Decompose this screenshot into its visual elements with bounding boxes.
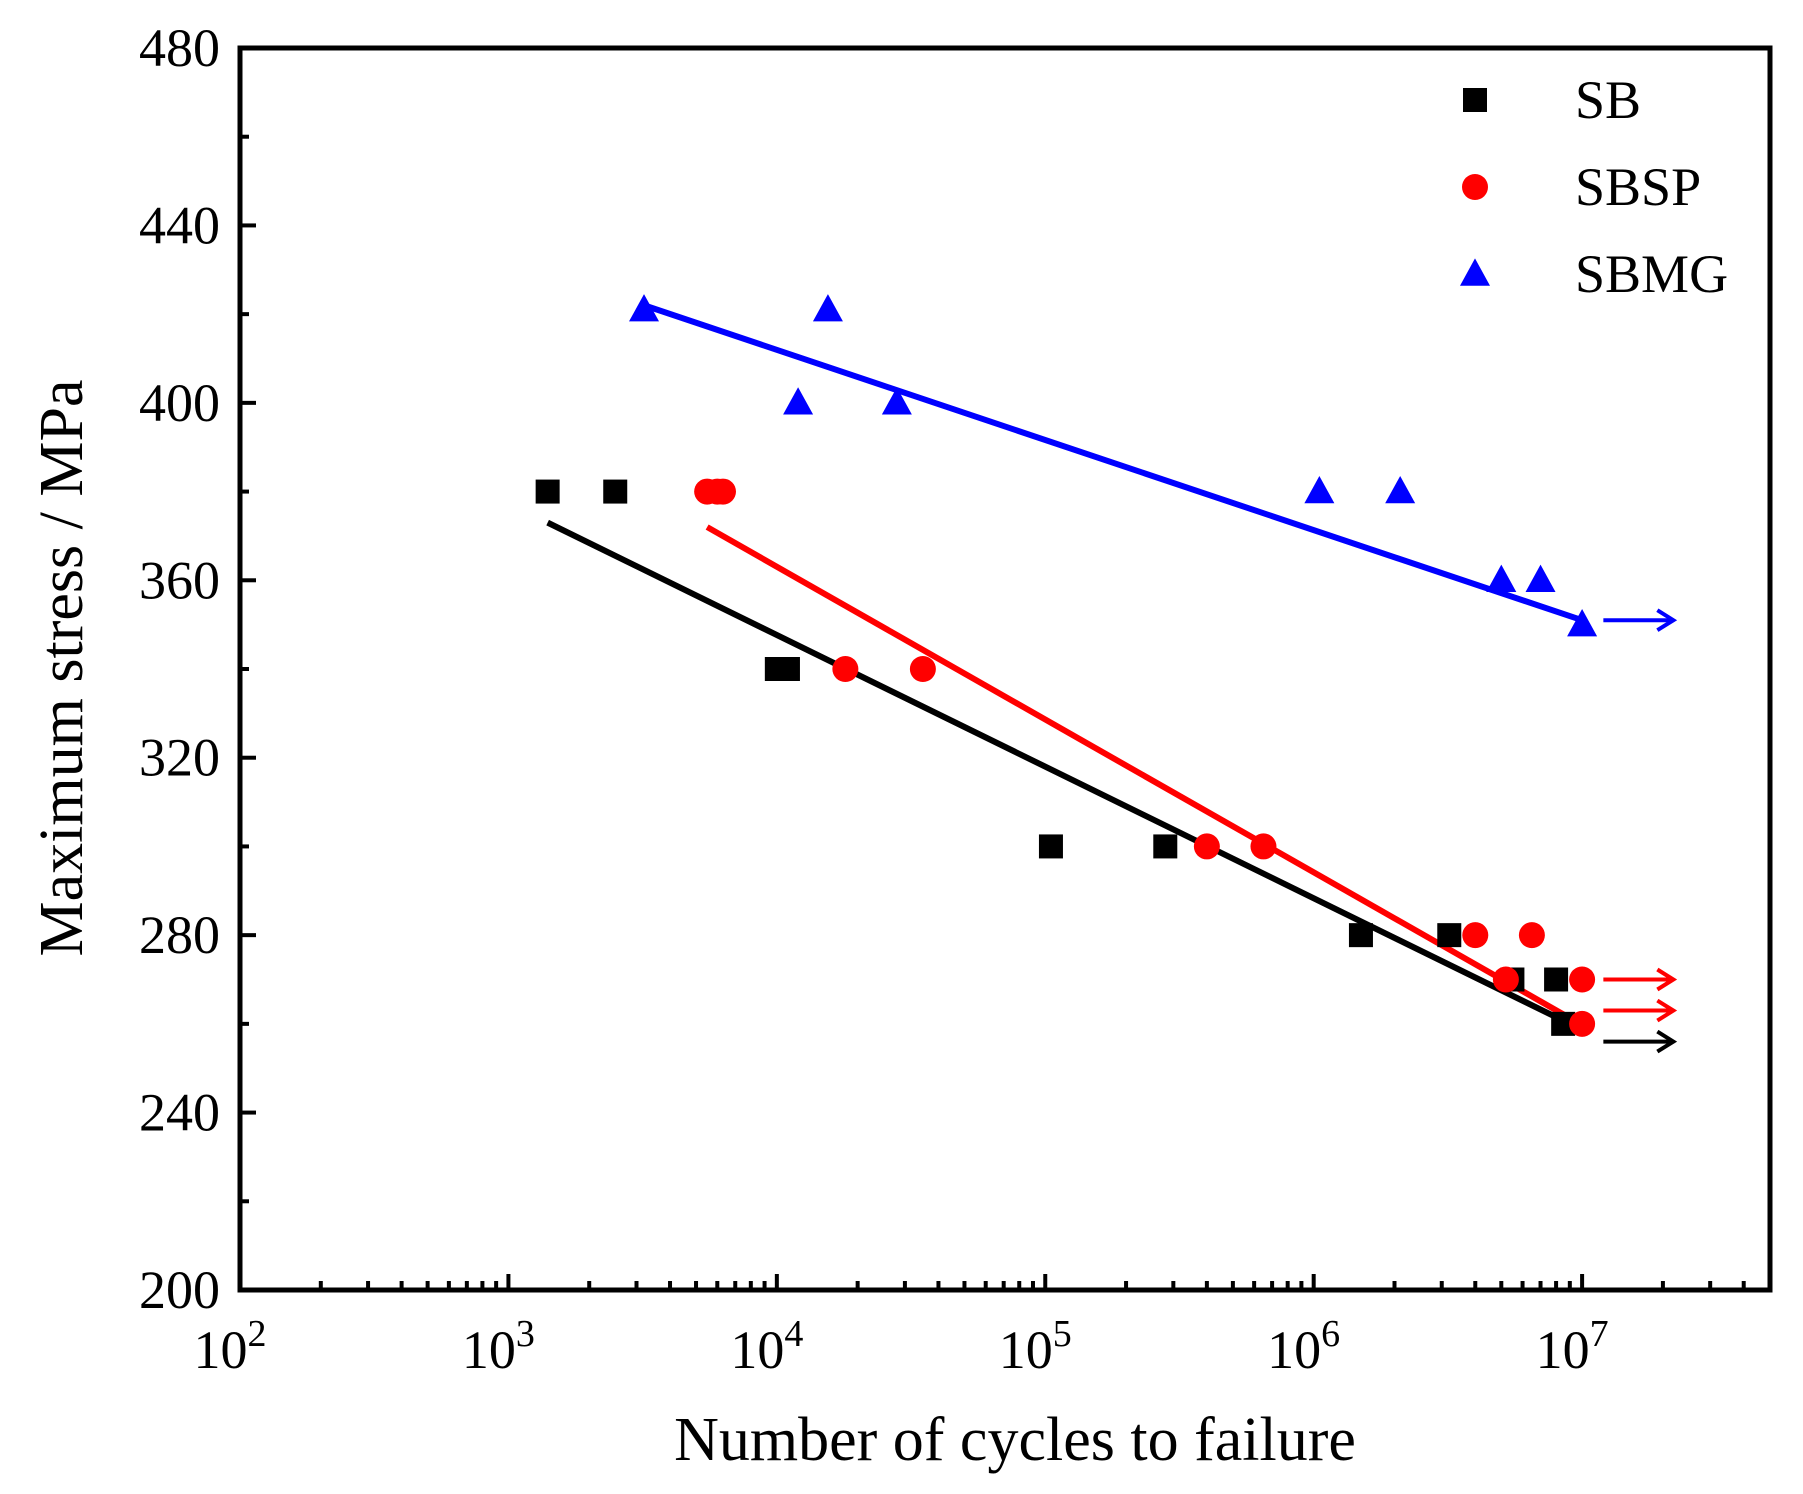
data-point-sbsp (1518, 922, 1545, 949)
x-tick-label: 106 (1267, 1313, 1340, 1380)
x-tick-label: 102 (194, 1313, 267, 1380)
y-tick-label: 480 (139, 18, 220, 78)
data-point-sb (1437, 923, 1462, 948)
y-tick-label: 200 (139, 1260, 220, 1320)
data-point-sbmg (1304, 475, 1335, 504)
data-point-sb (535, 479, 560, 504)
y-axis-title: Maximum stress / MPa (28, 380, 96, 957)
arrow-head (1656, 998, 1678, 1023)
y-tick-label: 280 (139, 905, 220, 965)
data-point-sbsp (832, 656, 859, 682)
data-point-sbmg (1385, 475, 1416, 504)
x-tick-label: 107 (1536, 1313, 1609, 1380)
x-tick-label: 105 (999, 1313, 1072, 1380)
data-point-sb (1038, 834, 1063, 859)
runout-arrow-sbsp (1603, 967, 1678, 992)
legend-label-sbmg: SBMG (1575, 244, 1728, 304)
legend-label-sb: SB (1575, 70, 1641, 130)
y-tick-label: 360 (139, 550, 220, 610)
data-point-sb (1544, 967, 1569, 992)
legend-marker-sbsp (1462, 174, 1488, 200)
axis-ticks (238, 46, 1772, 1292)
data-point-sbsp (1250, 833, 1277, 860)
data-point-sb (1348, 923, 1373, 948)
y-tick-label: 320 (139, 728, 220, 788)
runout-arrow-sbsp (1603, 998, 1678, 1023)
data-point-sbsp (1569, 966, 1596, 993)
data-point-sbsp (1492, 966, 1519, 993)
data-point-sbsp (1569, 1010, 1596, 1037)
plot-frame (237, 45, 1773, 1293)
data-point-sbmg (881, 387, 912, 415)
data-point-sb (1153, 834, 1178, 859)
data-point-sbmg (1486, 564, 1517, 592)
data-markers (535, 294, 1598, 1037)
tick-labels: 200 240 280 320 360 400 440 480 102 103 104 105 106 1… (139, 18, 1609, 1380)
data-point-sbsp (1193, 833, 1220, 860)
data-point-sb (603, 479, 628, 504)
legend-label-sbsp: SBSP (1575, 157, 1701, 217)
arrow-head (1656, 608, 1678, 632)
data-point-sbsp (1462, 922, 1489, 949)
data-point-sbmg (812, 294, 843, 322)
data-point-sbsp (709, 478, 736, 505)
x-tick-label: 103 (462, 1313, 535, 1380)
data-point-sbmg (629, 294, 660, 322)
fit-line-sbsp (705, 524, 1590, 1031)
y-tick-label: 440 (139, 195, 220, 255)
fit-line-sbmg (643, 302, 1584, 624)
data-point-sb (775, 657, 800, 681)
data-point-sbmg (783, 387, 814, 415)
data-point-sbmg (1525, 564, 1556, 592)
x-axis-title: Number of cycles to failure (674, 1406, 1356, 1474)
data-point-sbsp (909, 656, 936, 682)
runout-arrow-sbmg (1603, 608, 1678, 632)
fit-line-sb (546, 519, 1572, 1027)
runout-arrows (1603, 608, 1678, 1054)
runout-arrow-sb (1603, 1029, 1678, 1054)
x-tick-label: 104 (730, 1313, 803, 1380)
legend: SB SBSP SBMG (1460, 70, 1728, 304)
legend-marker-sb (1463, 88, 1487, 112)
axes-frame (237, 45, 1773, 1293)
fit-lines (546, 302, 1590, 1031)
y-tick-label: 400 (139, 373, 220, 433)
y-tick-label: 240 (139, 1083, 220, 1143)
arrow-head (1656, 967, 1678, 992)
arrow-head (1656, 1029, 1678, 1054)
data-point-sbmg (1567, 609, 1598, 637)
legend-marker-sbmg (1460, 258, 1490, 286)
